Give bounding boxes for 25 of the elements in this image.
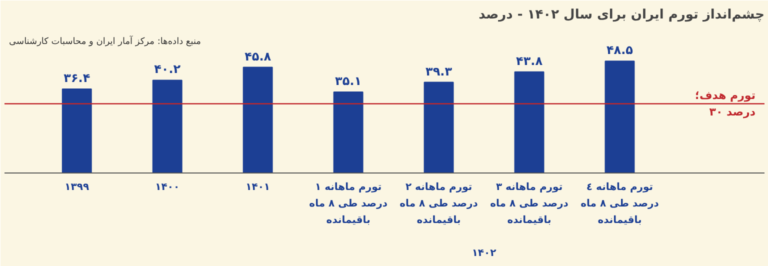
x-tick-label: ۱۴۰۱ [246, 182, 270, 193]
bar [604, 60, 635, 174]
bar [62, 88, 92, 174]
x-tick-label: تورم ماهانه ۳ درصد طی ۸ ماه باقیمانده [490, 182, 568, 226]
bar [514, 71, 544, 174]
text: ۱۴۰۲ [472, 248, 496, 260]
bar [333, 91, 364, 174]
ref-line-label: تورم هدف؛ ۳۰ درصد [695, 88, 756, 119]
data-label: ۴۸.۵ [606, 43, 634, 58]
x-tick-label: ۱۴۰۰ [155, 182, 180, 193]
data-label: ۴۵.۸ [244, 49, 272, 64]
x-tick-label: ۱۳۹۹ [64, 182, 90, 193]
text: منبع داده‌ها: مرکز آمار ایران و محاسبات کارشناسی [9, 35, 202, 48]
data-label: ۳۹.۳ [426, 64, 453, 78]
data-label: ۳۵.۱ [335, 74, 362, 88]
x-tick-label: تورم ماهانه ۱ درصد طی ۸ ماه باقیمانده [309, 182, 388, 226]
bar [242, 66, 273, 174]
chart-title: چشم‌انداز تورم ایران برای سال ۱۴۰۲ - درصد [478, 8, 765, 22]
data-label: ۴۳.۸ [516, 54, 544, 68]
bar [424, 82, 454, 174]
data-label: ۳۶.۴ [64, 70, 90, 85]
x-tick-label: تورم ماهانه ۲ درصد طی ۸ ماه باقیمانده [400, 182, 478, 226]
data-label: ۴۰.۲ [154, 62, 182, 76]
x-tick-label: تورم ماهانه ٤ درصد طی ۸ ماه باقیمانده [580, 182, 659, 226]
bar [152, 80, 182, 174]
